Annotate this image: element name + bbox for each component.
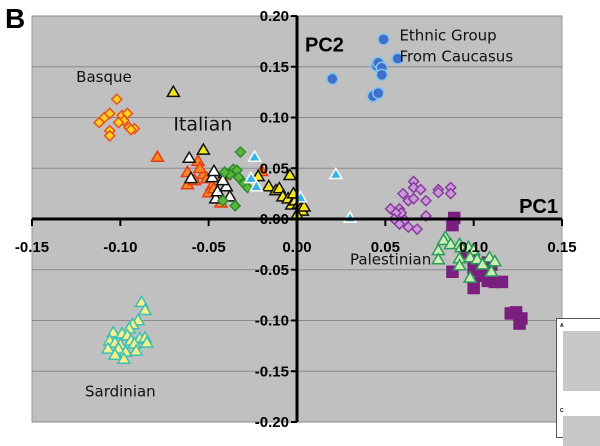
data-point-triangle bbox=[296, 199, 312, 212]
data-point-triangle bbox=[431, 252, 446, 265]
data-point-triangle bbox=[282, 167, 298, 181]
annotations: Basque Italian Ethnic Group From Caucasus Pa… bbox=[76, 26, 513, 400]
data-point-diamond bbox=[229, 199, 242, 212]
data-point-triangle bbox=[107, 347, 123, 360]
data-point-triangle bbox=[183, 170, 199, 184]
data-point-triangle bbox=[462, 270, 478, 283]
data-point-diamond bbox=[419, 194, 433, 207]
x-tick-label: 0.05 bbox=[371, 239, 400, 256]
data-point-triangle bbox=[261, 179, 277, 192]
data-point-diamond bbox=[112, 116, 125, 129]
data-point-triangle bbox=[452, 258, 467, 271]
data-point-circle bbox=[372, 86, 385, 100]
x-tick-label: -0.05 bbox=[192, 239, 226, 256]
data-point-diamond bbox=[124, 123, 137, 136]
annotation-label: Ethnic Group bbox=[399, 26, 496, 44]
y-tick-label: -0.10 bbox=[255, 313, 289, 330]
inset-label-c: C bbox=[560, 408, 564, 414]
inset-plot-c bbox=[563, 416, 600, 446]
data-point-diamond bbox=[218, 166, 231, 179]
data-point-diamond bbox=[110, 93, 123, 106]
data-point-diamond bbox=[216, 194, 229, 207]
x-tick-label: 0.10 bbox=[459, 239, 488, 256]
data-point-diamond bbox=[103, 107, 116, 120]
data-point-circle bbox=[377, 33, 390, 46]
data-point-circle bbox=[375, 68, 389, 82]
data-point-triangle bbox=[487, 254, 503, 267]
inset-label-a: A bbox=[560, 323, 564, 329]
inset-plot-a bbox=[563, 331, 600, 391]
x-tick-label: 0.00 bbox=[282, 239, 311, 256]
data-point-diamond bbox=[396, 187, 410, 200]
y-tick-label: 0.05 bbox=[260, 160, 289, 177]
data-point-diamond bbox=[432, 186, 445, 199]
annotation-label: Sardinian bbox=[85, 383, 156, 401]
data-point-square bbox=[446, 218, 459, 232]
data-point-diamond bbox=[402, 221, 415, 234]
annotation-label: Palestinian bbox=[350, 251, 431, 269]
panel-label: B bbox=[5, 3, 25, 34]
data-point-triangle bbox=[443, 236, 459, 250]
annotation-label: Italian bbox=[173, 114, 232, 136]
data-point-triangle bbox=[249, 179, 264, 192]
data-point-diamond bbox=[393, 218, 406, 231]
data-point-diamond bbox=[103, 129, 116, 142]
data-point-diamond bbox=[411, 223, 424, 236]
data-point-triangle bbox=[116, 351, 132, 365]
x-axis-title: PC1 bbox=[519, 196, 558, 218]
data-point-diamond bbox=[414, 183, 427, 196]
data-point-square bbox=[446, 265, 459, 279]
y-tick-label: -0.15 bbox=[255, 363, 289, 380]
data-point-triangle bbox=[219, 179, 234, 192]
data-point-square bbox=[513, 317, 526, 330]
data-point-triangle bbox=[484, 264, 499, 277]
y-tick-label: -0.05 bbox=[255, 262, 289, 279]
data-point-triangle bbox=[222, 189, 238, 202]
data-point-triangle bbox=[128, 343, 144, 356]
data-point-triangle bbox=[137, 302, 153, 316]
data-point-triangle bbox=[166, 84, 181, 98]
data-point-triangle bbox=[206, 163, 222, 177]
annotation-label: From Caucasus bbox=[399, 48, 513, 66]
data-point-triangle bbox=[215, 172, 231, 186]
data-point-triangle bbox=[196, 142, 211, 155]
data-point-triangle bbox=[247, 149, 262, 163]
data-point-square bbox=[467, 281, 480, 295]
data-point-diamond bbox=[232, 171, 245, 184]
data-point-triangle bbox=[243, 170, 259, 184]
y-tick-label: -0.20 bbox=[255, 414, 289, 431]
data-point-triangle bbox=[150, 149, 165, 163]
y-tick-label: 0.20 bbox=[260, 8, 289, 25]
data-point-triangle bbox=[436, 232, 451, 246]
data-point-triangle bbox=[100, 341, 116, 354]
thumbnail-inset[interactable]: A C bbox=[556, 318, 600, 446]
data-point-diamond bbox=[444, 187, 457, 200]
data-point-diamond bbox=[407, 192, 420, 205]
data-point-triangle bbox=[192, 160, 208, 174]
y-axis-title: PC2 bbox=[305, 35, 344, 57]
data-point-triangle bbox=[181, 150, 197, 164]
data-point-triangle bbox=[475, 257, 490, 270]
x-tick-label: -0.10 bbox=[103, 239, 137, 256]
annotation-label: Basque bbox=[76, 68, 132, 86]
pca-scatter-chart: B -0.15 -0.10 -0.05 0.00 0.05 0.10 0.15 0.20 0.1… bbox=[5, 3, 577, 431]
data-point-triangle bbox=[328, 166, 344, 180]
data-point-circle bbox=[391, 52, 404, 65]
data-point-square bbox=[495, 275, 509, 289]
data-point-triangle bbox=[204, 169, 220, 183]
data-point-circle bbox=[326, 72, 339, 86]
y-tick-label: 0.15 bbox=[260, 59, 289, 76]
data-point-diamond bbox=[234, 145, 247, 159]
axes: -0.15 -0.10 -0.05 0.00 0.05 0.10 0.15 0.20 0.15 0… bbox=[15, 8, 577, 431]
data-point-triangle bbox=[139, 335, 155, 348]
x-tick-label: 0.15 bbox=[547, 239, 576, 256]
y-tick-label: 0.00 bbox=[260, 211, 289, 228]
x-tick-label: -0.15 bbox=[15, 239, 49, 256]
y-tick-label: 0.10 bbox=[260, 110, 289, 127]
